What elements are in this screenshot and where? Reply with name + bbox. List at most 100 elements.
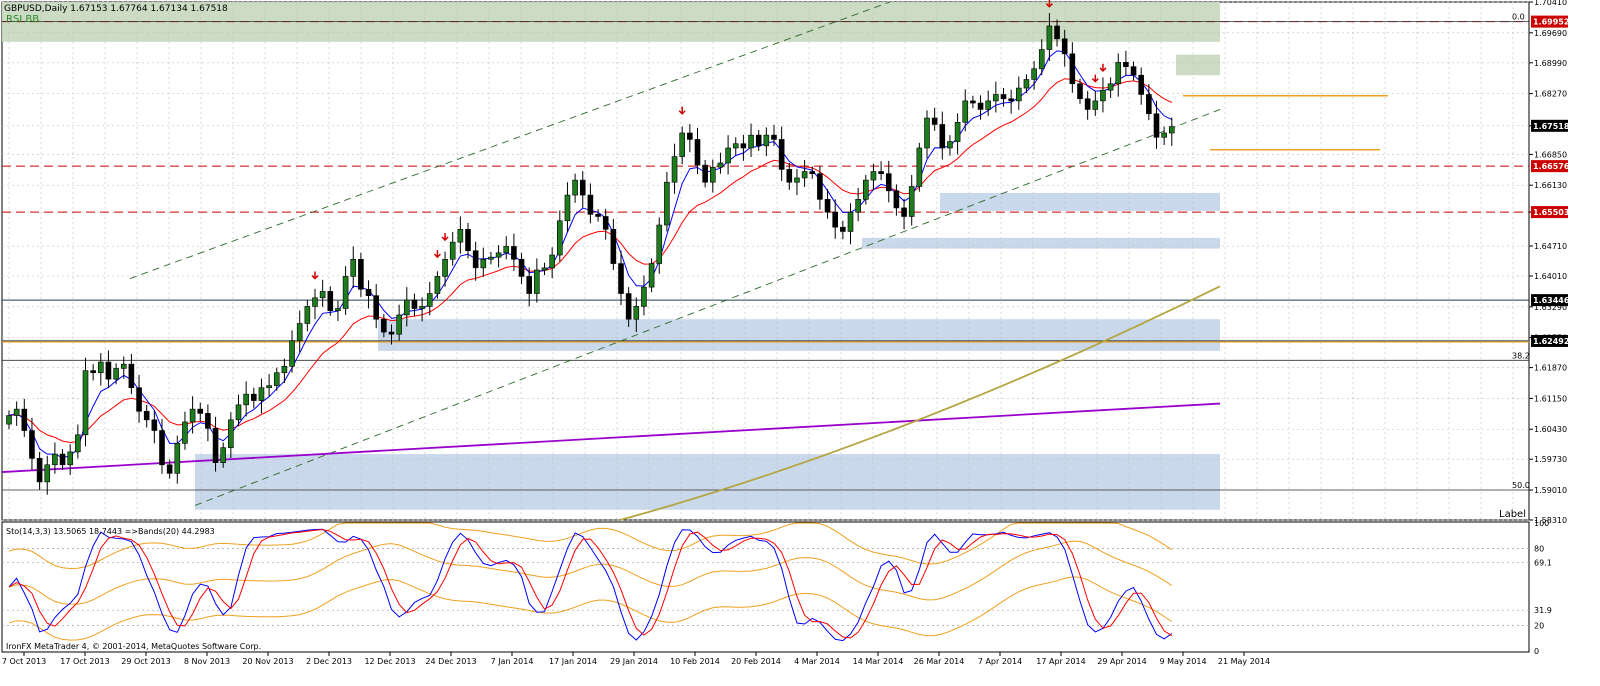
- candle[interactable]: [993, 81, 999, 113]
- candle[interactable]: [862, 174, 869, 205]
- candle[interactable]: [748, 123, 754, 157]
- candle[interactable]: [855, 187, 861, 222]
- candle[interactable]: [472, 241, 479, 281]
- candle[interactable]: [327, 286, 334, 316]
- candle[interactable]: [526, 267, 533, 307]
- candle[interactable]: [228, 412, 234, 458]
- candle[interactable]: [113, 363, 119, 385]
- candle[interactable]: [1084, 91, 1091, 120]
- candle[interactable]: [878, 161, 884, 181]
- candle[interactable]: [166, 459, 173, 479]
- candle[interactable]: [258, 378, 265, 414]
- candle[interactable]: [924, 110, 930, 159]
- candle[interactable]: [870, 163, 877, 191]
- candles-layer[interactable]: [6, 13, 1175, 495]
- candle[interactable]: [1153, 100, 1160, 149]
- candle[interactable]: [21, 398, 28, 437]
- candle[interactable]: [671, 143, 678, 194]
- candle[interactable]: [1100, 77, 1106, 113]
- candle[interactable]: [174, 435, 181, 484]
- candle[interactable]: [656, 217, 663, 274]
- candle[interactable]: [885, 160, 892, 203]
- candle[interactable]: [916, 142, 923, 192]
- candle[interactable]: [786, 162, 793, 190]
- candle[interactable]: [633, 297, 640, 333]
- candle[interactable]: [824, 189, 831, 219]
- candle[interactable]: [136, 374, 142, 423]
- candle[interactable]: [587, 183, 594, 224]
- candle[interactable]: [411, 293, 418, 317]
- candle[interactable]: [419, 297, 425, 322]
- candle[interactable]: [817, 165, 823, 210]
- candle[interactable]: [901, 198, 907, 230]
- candle[interactable]: [304, 299, 311, 332]
- candle[interactable]: [794, 168, 800, 196]
- candle[interactable]: [534, 258, 540, 303]
- candle[interactable]: [212, 416, 219, 472]
- candle[interactable]: [977, 95, 984, 120]
- candle[interactable]: [970, 95, 976, 109]
- candle[interactable]: [365, 280, 372, 309]
- candle[interactable]: [1077, 78, 1083, 104]
- candle[interactable]: [480, 247, 487, 277]
- candle[interactable]: [962, 89, 969, 132]
- candle[interactable]: [679, 126, 686, 165]
- candle[interactable]: [602, 208, 609, 240]
- candle[interactable]: [556, 210, 563, 262]
- candle[interactable]: [342, 266, 349, 315]
- candle[interactable]: [595, 209, 601, 222]
- candle[interactable]: [488, 252, 494, 265]
- candle[interactable]: [625, 287, 632, 327]
- candle[interactable]: [44, 455, 51, 495]
- candle[interactable]: [579, 171, 586, 208]
- candle[interactable]: [29, 417, 35, 470]
- candle[interactable]: [740, 134, 747, 161]
- candle[interactable]: [1123, 50, 1129, 76]
- candle[interactable]: [235, 394, 242, 427]
- candle[interactable]: [1069, 42, 1076, 93]
- candle[interactable]: [273, 367, 280, 391]
- candle[interactable]: [717, 152, 724, 174]
- candle[interactable]: [564, 182, 571, 233]
- candle[interactable]: [778, 126, 785, 181]
- candle[interactable]: [75, 424, 81, 459]
- candle[interactable]: [495, 245, 502, 268]
- candle[interactable]: [1046, 13, 1053, 62]
- candle[interactable]: [954, 113, 961, 155]
- candle[interactable]: [1038, 39, 1045, 76]
- candle[interactable]: [197, 402, 204, 422]
- candle[interactable]: [128, 353, 135, 395]
- candle[interactable]: [1054, 19, 1060, 47]
- candle[interactable]: [358, 252, 364, 297]
- candle[interactable]: [931, 107, 938, 131]
- candle[interactable]: [1000, 88, 1007, 107]
- candle[interactable]: [1023, 74, 1030, 94]
- candle[interactable]: [809, 166, 816, 179]
- candle[interactable]: [220, 442, 226, 468]
- candle[interactable]: [893, 184, 900, 216]
- candle[interactable]: [251, 387, 257, 409]
- candle[interactable]: [549, 247, 555, 279]
- candle[interactable]: [618, 250, 624, 306]
- candle[interactable]: [13, 401, 20, 426]
- candle[interactable]: [296, 310, 303, 353]
- candle[interactable]: [143, 404, 150, 428]
- candle[interactable]: [281, 358, 288, 384]
- candle[interactable]: [426, 281, 433, 316]
- candle[interactable]: [442, 251, 448, 287]
- candle[interactable]: [82, 357, 89, 447]
- candle[interactable]: [641, 275, 647, 316]
- candle[interactable]: [1138, 67, 1144, 105]
- candle[interactable]: [610, 219, 617, 270]
- candle[interactable]: [388, 324, 395, 345]
- candle[interactable]: [1031, 61, 1037, 90]
- candle[interactable]: [67, 444, 73, 476]
- candle[interactable]: [1115, 53, 1122, 97]
- candle[interactable]: [350, 246, 357, 288]
- candle[interactable]: [319, 279, 326, 307]
- candle[interactable]: [511, 233, 517, 271]
- candle[interactable]: [648, 258, 655, 293]
- candle[interactable]: [1146, 84, 1152, 121]
- candle[interactable]: [1169, 117, 1175, 146]
